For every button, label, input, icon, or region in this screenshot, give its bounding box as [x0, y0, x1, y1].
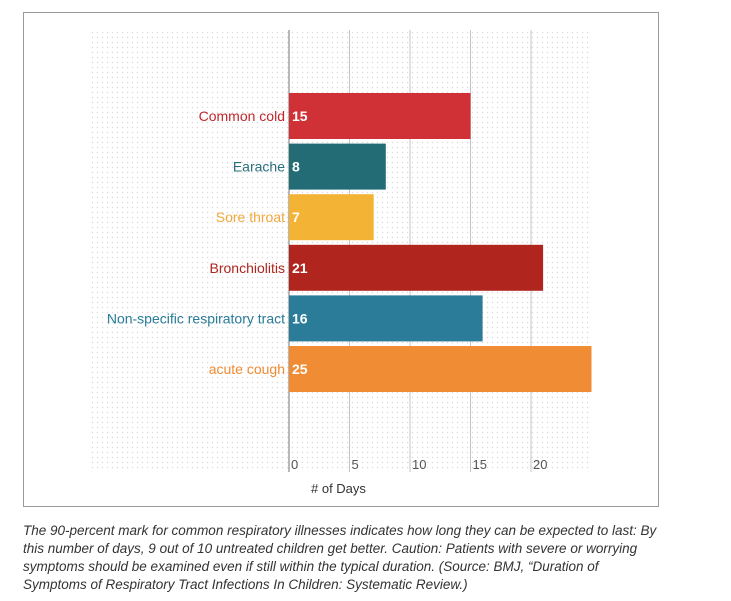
- bar-3: [289, 244, 544, 291]
- value-label-3: 21: [292, 260, 308, 276]
- bar-0: [289, 93, 471, 139]
- category-label-1: Earache: [233, 159, 285, 175]
- x-tick-10: 10: [412, 457, 426, 472]
- value-labels: 15 8 7 21 16 25: [292, 108, 308, 377]
- bar-1: [289, 143, 386, 190]
- value-label-4: 16: [292, 310, 308, 326]
- x-tick-15: 15: [473, 457, 487, 472]
- category-label-5: acute cough: [209, 361, 285, 377]
- value-label-5: 25: [292, 361, 308, 377]
- category-label-4: Non-specific respiratory tract: [107, 310, 285, 326]
- chart-caption: The 90-percent mark for common respirato…: [23, 523, 657, 592]
- x-tick-5: 5: [352, 457, 359, 472]
- category-label-2: Sore throat: [216, 209, 285, 225]
- x-tick-labels: 0 5 10 15 20: [291, 457, 547, 472]
- bar-4: [289, 295, 483, 342]
- x-tick-0: 0: [291, 457, 298, 472]
- value-label-0: 15: [292, 108, 308, 124]
- value-label-1: 8: [292, 159, 300, 175]
- bars: [289, 93, 592, 392]
- value-label-2: 7: [292, 209, 300, 225]
- bar-2: [289, 194, 374, 241]
- category-labels: Common cold Earache Sore throat Bronchiolit…: [107, 108, 285, 377]
- x-tick-20: 20: [533, 457, 547, 472]
- category-label-0: Common cold: [199, 108, 285, 124]
- x-axis-title: # of Days: [311, 481, 366, 496]
- bar-chart: Common cold Earache Sore throat Bronchiolit…: [90, 30, 592, 496]
- category-label-3: Bronchiolitis: [210, 260, 285, 276]
- bar-5: [289, 346, 592, 392]
